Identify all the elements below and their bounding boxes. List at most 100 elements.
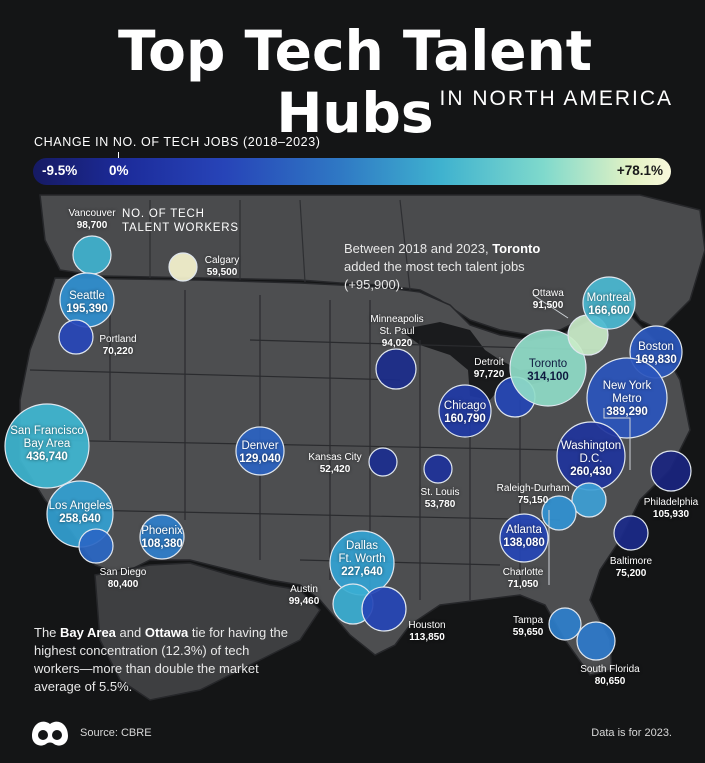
city-name: Calgary xyxy=(204,255,240,266)
toronto-annotation: Between 2018 and 2023, Toronto added the… xyxy=(344,240,544,294)
city-name: Baltimore xyxy=(609,556,653,567)
city-name: Seattle xyxy=(69,290,105,302)
city-bubble-tampa[interactable] xyxy=(548,607,582,641)
city-label-south-florida: South Florida 80,650 xyxy=(570,664,650,688)
city-label-seattle: Seattle 195,390 xyxy=(57,290,117,316)
data-note: Data is for 2023. xyxy=(591,727,672,739)
city-value: 75,200 xyxy=(615,568,647,579)
city-bubble-chicago[interactable] xyxy=(438,384,492,438)
city-value: 99,460 xyxy=(288,596,320,607)
city-value: 53,780 xyxy=(424,499,456,510)
city-label-kansas-city: Kansas City 52,420 xyxy=(300,452,370,476)
source-note: Source: CBRE xyxy=(80,727,152,739)
city-label-ottawa: Ottawa 91,500 xyxy=(518,288,578,312)
city-bubble-raleigh-durham[interactable] xyxy=(571,482,607,518)
city-label-tampa: Tampa 59,650 xyxy=(498,615,558,639)
city-value: 71,050 xyxy=(507,579,539,590)
city-value: 129,040 xyxy=(239,453,281,465)
city-value: 389,290 xyxy=(606,406,648,418)
city-name: Boston xyxy=(638,341,674,353)
city-value: 258,640 xyxy=(59,513,101,525)
city-label-charlotte: Charlotte 71,050 xyxy=(493,567,553,591)
city-label-atlanta: Atlanta 138,080 xyxy=(494,524,554,550)
city-label-detroit: Detroit 97,720 xyxy=(459,357,519,381)
city-label-chicago: Chicago 160,790 xyxy=(435,400,495,426)
city-name: Washington xyxy=(560,440,622,452)
city-value: 160,790 xyxy=(444,413,486,425)
bay-note-bold-2: Ottawa xyxy=(144,625,189,640)
city-bubble-kansas-city[interactable] xyxy=(368,447,398,477)
city-label-baltimore: Baltimore 75,200 xyxy=(601,556,661,580)
size-legend-label: NO. OF TECH TALENT WORKERS xyxy=(122,208,239,234)
city-label-phoenix: Phoenix 108,380 xyxy=(132,525,192,551)
city-value: 59,650 xyxy=(512,627,544,638)
city-value: 314,100 xyxy=(527,371,569,383)
city-value: 169,830 xyxy=(635,354,677,366)
city-bubble-south-florida[interactable] xyxy=(576,621,616,661)
city-label-dallas-ft-worth: Dallas Ft. Worth 227,640 xyxy=(327,540,397,579)
city-label-raleigh-durham: Raleigh-Durham 75,150 xyxy=(488,483,578,507)
city-label-houston: Houston 113,850 xyxy=(397,620,457,644)
city-name: New York xyxy=(602,380,652,392)
city-bubble-phoenix[interactable] xyxy=(139,514,185,560)
city-name: Los Angeles xyxy=(48,500,112,512)
city-value: 94,020 xyxy=(381,338,413,349)
city-bubble-st-louis[interactable] xyxy=(423,454,453,484)
city-bubble-portland[interactable] xyxy=(58,319,94,355)
city-bubble-toronto[interactable] xyxy=(509,329,587,407)
city-value: 227,640 xyxy=(341,566,383,578)
city-bubble-calgary[interactable] xyxy=(168,252,198,282)
city-bubble-baltimore[interactable] xyxy=(613,515,649,551)
city-bubble-denver[interactable] xyxy=(235,426,285,476)
brand-logo-icon xyxy=(32,721,68,746)
city-label-san-diego: San Diego 80,400 xyxy=(93,567,153,591)
city-value: 260,430 xyxy=(570,466,612,478)
city-label-washington-d-c: Washington D.C. 260,430 xyxy=(551,440,631,479)
bay-area-annotation: The Bay Area and Ottawa tie for having t… xyxy=(34,624,296,696)
leader-lines xyxy=(532,294,631,585)
city-name: Philadelphia xyxy=(643,497,699,508)
legend-zero-label: 0% xyxy=(109,163,129,178)
city-label-calgary: Calgary 59,500 xyxy=(192,255,252,279)
mexico-landmass xyxy=(94,562,321,701)
city-value: 52,420 xyxy=(319,464,351,475)
city-bubble-minneapolis-st-paul[interactable] xyxy=(375,348,417,390)
city-name: Ft. Worth xyxy=(338,553,386,565)
city-value: 80,650 xyxy=(594,676,626,687)
city-name: Montreal xyxy=(586,292,632,304)
city-name: Vancouver xyxy=(68,208,116,219)
city-name: San Diego xyxy=(99,567,147,578)
city-value: 113,850 xyxy=(409,632,445,643)
bay-note-post: tie for having the highest concentration… xyxy=(34,625,288,694)
city-name: Bay Area xyxy=(23,438,71,450)
city-name: Minneapolis xyxy=(370,314,424,325)
city-name: San Francisco xyxy=(10,425,84,437)
city-bubble-san-francisco-bay-area[interactable] xyxy=(4,403,90,489)
toronto-note-post: added the most tech talent jobs (+95,900… xyxy=(344,259,525,292)
city-name: Denver xyxy=(241,440,279,452)
city-bubble-houston[interactable] xyxy=(361,586,407,632)
city-value: 105,930 xyxy=(652,509,690,520)
city-name: Metro xyxy=(612,393,642,405)
city-bubble-atlanta[interactable] xyxy=(499,513,549,563)
city-name: Chicago xyxy=(443,400,487,412)
city-value: 138,080 xyxy=(503,537,545,549)
city-label-los-angeles: Los Angeles 258,640 xyxy=(40,500,120,526)
city-bubble-philadelphia[interactable] xyxy=(650,450,692,492)
province-borders xyxy=(149,199,411,291)
city-bubble-charlotte[interactable] xyxy=(541,495,577,531)
page-title: Top Tech Talent Hubs xyxy=(117,19,593,145)
city-label-montreal: Montreal 166,600 xyxy=(574,292,644,318)
city-name: Ottawa xyxy=(532,288,564,299)
state-borders xyxy=(29,290,601,600)
city-bubble-san-diego[interactable] xyxy=(78,528,114,564)
city-bubble-vancouver[interactable] xyxy=(72,235,112,275)
city-value: 108,380 xyxy=(141,538,183,550)
city-label-austin: Austin 99,460 xyxy=(274,584,334,608)
city-value: 91,500 xyxy=(532,300,564,311)
city-name: Houston xyxy=(408,620,446,631)
legend-zero-tick xyxy=(118,152,119,160)
city-value: 80,400 xyxy=(107,579,139,590)
city-name: South Florida xyxy=(580,664,640,675)
city-bubble-montreal[interactable] xyxy=(582,276,636,330)
